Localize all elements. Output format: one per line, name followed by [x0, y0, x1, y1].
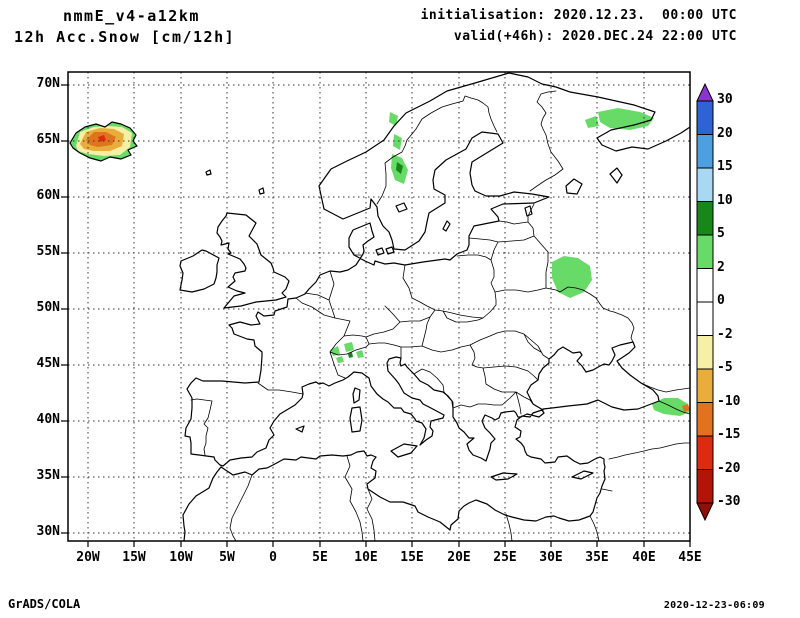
lon-label-10e: 10E — [354, 550, 378, 565]
model-title: nmmE_v4-a12km — [63, 7, 200, 25]
coast-black-sea — [526, 341, 660, 411]
colorbar-seg-2-0 — [696, 268, 714, 303]
coast-norway-barents — [318, 72, 690, 210]
colorbar-seg-m5-m10 — [696, 368, 714, 403]
init-time: initialisation: 2020.12.23. 00:00 UTC — [420, 8, 737, 23]
snow-patch-alps-dark — [348, 352, 353, 358]
colorbar-seg-m2-m5 — [696, 335, 714, 370]
cbar-label-m15: -15 — [717, 427, 741, 442]
lon-label-20e: 20E — [447, 550, 471, 565]
lon-label-10w: 10W — [169, 550, 193, 565]
cbar-label-m20: -20 — [717, 461, 741, 476]
coastlines — [69, 72, 690, 541]
cbar-label-20: 20 — [717, 126, 733, 141]
grid-lines — [68, 72, 690, 541]
lon-label-15e: 15E — [400, 550, 424, 565]
lon-label-20w: 20W — [76, 550, 100, 565]
colorbar-seg-30-20 — [696, 100, 714, 135]
colorbar — [696, 82, 714, 522]
axis-ticks — [61, 84, 691, 547]
coast-iceland — [69, 121, 138, 162]
coast-islands — [205, 169, 594, 481]
snow-patch-norway-3-dark — [396, 162, 403, 174]
lon-label-35e: 35E — [585, 550, 609, 565]
lat-label-60n: 60N — [36, 188, 60, 203]
snow-patch-alps-4 — [336, 356, 344, 363]
colorbar-arrow-bottom — [696, 502, 714, 522]
cbar-label-15: 15 — [717, 159, 733, 174]
snow-patch-alps-2 — [344, 342, 354, 352]
grads-credit: GrADS/COLA — [8, 597, 81, 611]
country-borders — [190, 90, 690, 541]
lat-label-65n: 65N — [36, 132, 60, 147]
colorbar-seg-20-15 — [696, 134, 714, 169]
cbar-label-30: 30 — [717, 92, 733, 107]
cbar-label-0: 0 — [717, 293, 725, 308]
lon-label-5w: 5W — [219, 550, 235, 565]
coast-mainland — [182, 131, 606, 541]
snow-patch-russia-north-2 — [585, 116, 599, 128]
snow-patch-caucasus-orange — [682, 404, 690, 412]
lat-label-50n: 50N — [36, 300, 60, 315]
lat-label-45n: 45N — [36, 356, 60, 371]
cbar-label-m10: -10 — [717, 394, 741, 409]
lakes — [395, 167, 623, 217]
coast-ireland — [179, 249, 220, 293]
cbar-label-m2: -2 — [717, 327, 733, 342]
snow-patch-alps-1 — [330, 346, 340, 356]
lat-label-55n: 55N — [36, 244, 60, 259]
lat-label-40n: 40N — [36, 412, 60, 427]
lon-label-15w: 15W — [122, 550, 146, 565]
colorbar-seg-5-2 — [696, 234, 714, 269]
lat-label-35n: 35N — [36, 468, 60, 483]
colorbar-seg-m20-m30 — [696, 469, 714, 504]
cbar-label-5: 5 — [717, 226, 725, 241]
snow-patch-alps-3 — [356, 350, 364, 358]
lon-label-40e: 40E — [632, 550, 656, 565]
lon-label-30e: 30E — [539, 550, 563, 565]
colorbar-seg-m10-m15 — [696, 402, 714, 437]
snow-patch-norway-1 — [389, 112, 398, 126]
cbar-label-10: 10 — [717, 193, 733, 208]
colorbar-seg-0-m2 — [696, 301, 714, 336]
border-lines — [190, 90, 690, 541]
cbar-label-m30: -30 — [717, 494, 741, 509]
lat-label-70n: 70N — [36, 76, 60, 91]
snow-patch-russia-central — [552, 256, 592, 298]
snow-patch-russia-north — [598, 108, 654, 130]
render-timestamp: 2020-12-23-06:09 — [663, 600, 765, 611]
snow-patch-norway-2 — [393, 134, 402, 150]
lon-label-25e: 25E — [493, 550, 517, 565]
colorbar-arrow-top — [696, 82, 714, 102]
coast-great-britain — [216, 212, 290, 309]
lon-label-5e: 5E — [312, 550, 328, 565]
colorbar-seg-10-5 — [696, 201, 714, 236]
cbar-label-2: 2 — [717, 260, 725, 275]
map-frame — [67, 71, 691, 542]
lon-label-0: 0 — [269, 550, 277, 565]
variable-title: 12h Acc.Snow [cm/12h] — [14, 28, 236, 46]
colorbar-seg-m15-m20 — [696, 435, 714, 470]
valid-time: valid(+46h): 2020.DEC.24 22:00 UTC — [453, 29, 737, 44]
colorbar-seg-15-10 — [696, 167, 714, 202]
lat-label-30n: 30N — [36, 524, 60, 539]
lon-label-45e: 45E — [678, 550, 702, 565]
snow-patch-iceland-red — [98, 135, 106, 142]
cbar-label-m5: -5 — [717, 360, 733, 375]
